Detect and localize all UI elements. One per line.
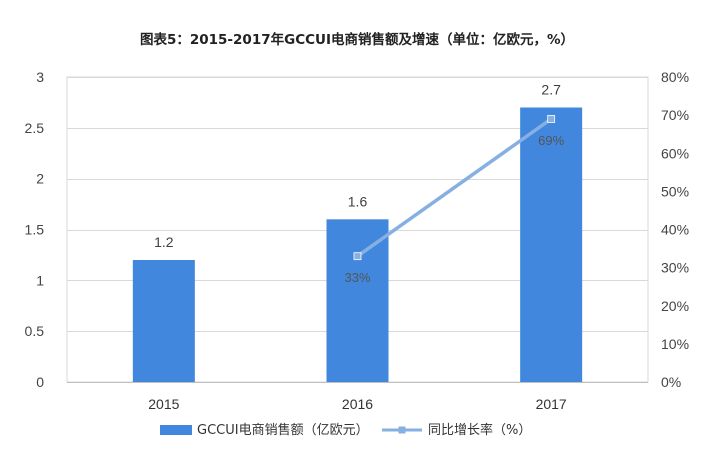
y-right-tick-label: 80% xyxy=(661,69,689,85)
y-left-tick-label: 3 xyxy=(36,69,44,85)
bar-value-label: 1.6 xyxy=(348,193,368,209)
bar-series xyxy=(132,107,583,382)
chart-title: 图表5：2015-2017年GCCUI电商销售额及增速（单位：亿欧元，%） xyxy=(140,31,574,48)
line-series xyxy=(353,115,556,261)
y-left-tick-label: 2 xyxy=(36,171,44,187)
y-right-tick-label: 0% xyxy=(661,374,681,390)
y-right-tick-label: 60% xyxy=(661,145,689,161)
growth-marker-2017 xyxy=(547,115,556,123)
legend: GCCUI电商销售额（亿欧元） 同比增长率（%） xyxy=(160,422,531,438)
x-tick-label: 2017 xyxy=(536,396,567,412)
y-left-tick-label: 1.5 xyxy=(25,222,45,238)
axes: 00.511.522.530%10%20%30%40%50%60%70%80%2… xyxy=(25,69,690,412)
y-left-tick-label: 0 xyxy=(36,374,44,390)
x-tick-label: 2016 xyxy=(342,396,373,412)
y-right-tick-label: 10% xyxy=(661,336,689,352)
y-right-tick-label: 40% xyxy=(661,222,689,238)
growth-value-label: 33% xyxy=(344,270,370,285)
y-right-tick-label: 70% xyxy=(661,107,689,123)
y-left-tick-label: 0.5 xyxy=(25,323,45,339)
bar-value-label: 1.2 xyxy=(154,234,174,250)
data-labels: 1.2 1.6 2.7 33% 69% xyxy=(154,82,565,286)
bar-2015 xyxy=(132,260,195,382)
legend-swatch-growth-marker xyxy=(398,426,406,434)
y-right-tick-label: 30% xyxy=(661,260,689,276)
bar-value-label: 2.7 xyxy=(541,82,561,98)
growth-marker-2016 xyxy=(353,252,362,261)
legend-label-sales: GCCUI电商销售额（亿欧元） xyxy=(197,422,369,438)
legend-label-growth: 同比增长率（%） xyxy=(428,422,531,438)
y-right-tick-label: 20% xyxy=(661,298,689,314)
y-left-tick-label: 2.5 xyxy=(25,120,45,136)
growth-value-label: 69% xyxy=(538,133,564,148)
growth-line xyxy=(356,117,553,258)
bar-2016 xyxy=(326,219,389,382)
bar-2017 xyxy=(520,107,583,382)
legend-swatch-sales xyxy=(160,425,192,435)
y-right-tick-label: 50% xyxy=(661,183,689,199)
x-tick-label: 2015 xyxy=(148,396,179,412)
y-left-tick-label: 1 xyxy=(36,272,44,288)
